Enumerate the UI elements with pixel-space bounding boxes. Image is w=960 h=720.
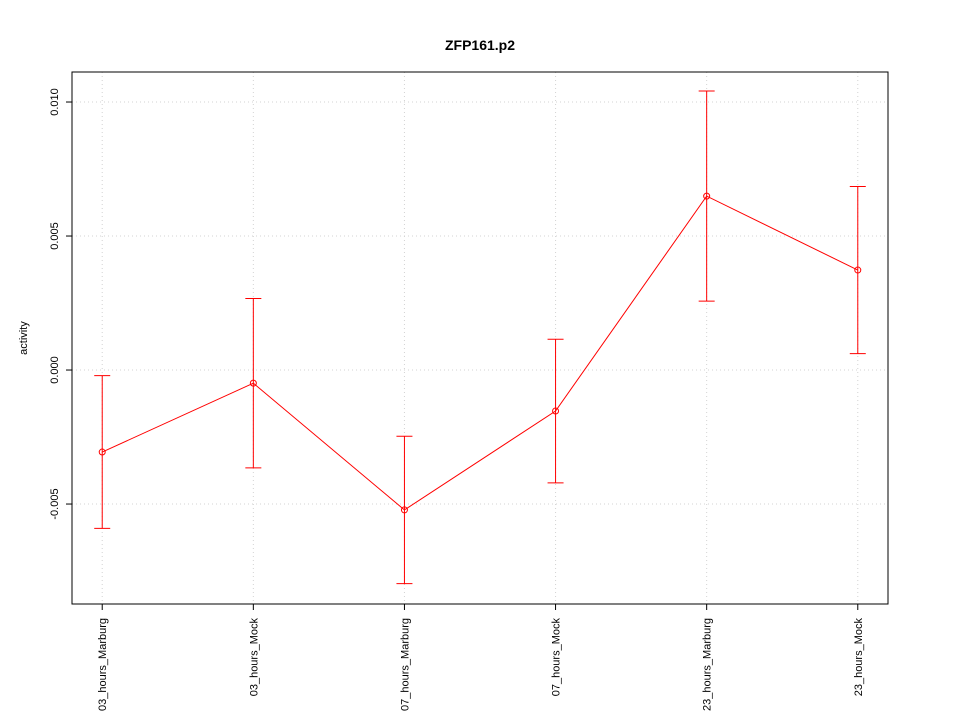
x-tick-label: 23_hours_Mock: [853, 618, 865, 697]
error-bar: [849, 185, 866, 355]
error-bar: [547, 338, 564, 484]
y-tick-label: 0.000: [49, 356, 61, 384]
y-tick-label: -0.005: [49, 488, 61, 519]
x-tick-label: 07_hours_Marburg: [399, 618, 411, 711]
error-bar: [245, 297, 262, 469]
point: [854, 266, 862, 274]
x-tick-label: 23_hours_Marburg: [702, 618, 714, 711]
data-line: [102, 195, 858, 511]
y-tick-label: 0.005: [49, 222, 61, 250]
y-axis-label: activity: [18, 321, 30, 355]
error-bar: [94, 375, 111, 529]
point: [400, 506, 408, 514]
x-tick-label: 03_hours_Marburg: [97, 618, 109, 711]
y-tick-label: 0.010: [49, 88, 61, 116]
chart-title: ZFP161.p2: [445, 37, 515, 53]
x-tick-label: 07_hours_Mock: [551, 618, 563, 697]
error-bar: [698, 90, 715, 302]
point: [98, 448, 106, 456]
point: [249, 379, 257, 387]
point: [552, 407, 560, 415]
error-bar: [396, 435, 413, 585]
point: [703, 192, 711, 200]
x-tick-label: 03_hours_Mock: [248, 618, 260, 697]
plot-frame: [71, 71, 889, 605]
